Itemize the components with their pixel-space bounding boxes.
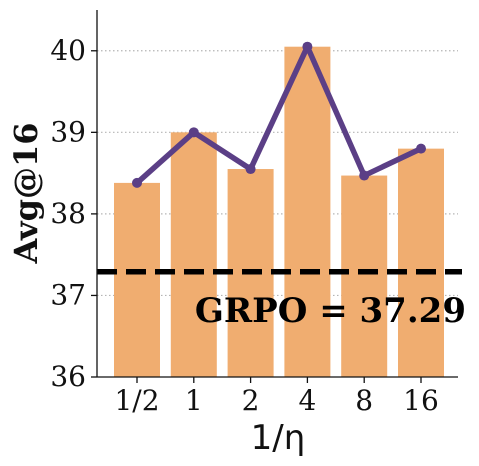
x-tick-label: 16	[403, 384, 439, 417]
y-tick-label: 36	[50, 360, 86, 393]
line-point	[245, 164, 256, 175]
bar	[398, 148, 444, 377]
line-point	[188, 127, 199, 138]
y-axis-label: Avg@16	[7, 122, 45, 264]
bars	[114, 46, 444, 377]
x-tick-label: 1/2	[114, 384, 159, 417]
y-tick-label: 40	[50, 34, 86, 67]
baseline-annotation: GRPO = 37.29	[195, 291, 466, 331]
bar	[284, 46, 331, 377]
x-tick-label: 4	[298, 384, 316, 417]
x-axis-label: 1/η	[251, 418, 306, 458]
x-tick-label: 2	[242, 384, 260, 417]
line-series	[132, 41, 426, 188]
axes	[96, 10, 458, 378]
y-tick-label: 39	[50, 115, 86, 148]
line-point	[302, 41, 313, 52]
x-tick-label: 1	[185, 384, 203, 417]
ticks: 36 37 38 39 40 1/2 1 2 4 8 16	[50, 34, 438, 417]
bar	[170, 132, 217, 377]
line-point	[416, 143, 426, 154]
x-tick-label: 8	[355, 384, 373, 417]
series-line	[134, 43, 424, 186]
bar	[114, 182, 160, 377]
line-point	[132, 177, 142, 188]
y-tick-label: 37	[50, 278, 86, 311]
bar	[341, 175, 388, 377]
line-point	[359, 170, 370, 181]
y-tick-label: 38	[50, 197, 86, 230]
